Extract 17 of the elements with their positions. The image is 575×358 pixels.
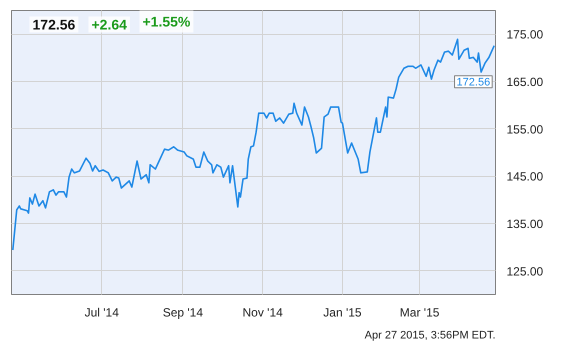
- x-tick-label: Jul '14: [84, 306, 120, 320]
- line-series: [12, 38, 495, 251]
- x-tick-label: Sep '14: [162, 306, 204, 320]
- annotation: 172.56: [32, 16, 76, 32]
- y-tick-label: 135.00: [506, 217, 544, 231]
- y-tick-label: 165.00: [506, 75, 544, 89]
- y-tick-label: 155.00: [506, 122, 544, 136]
- text: Apr 27 2015, 3:56PM EDT.: [364, 330, 496, 342]
- annotation: +2.64: [92, 16, 128, 32]
- y-tick-label: 175.00: [506, 28, 544, 42]
- y-tick-label: 125.00: [506, 264, 544, 278]
- x-tick-label: Nov '14: [242, 306, 284, 320]
- x-tick-label: Jan '15: [323, 306, 362, 320]
- annotation: 172.56: [456, 76, 490, 89]
- x-tick-label: Mar '15: [400, 306, 440, 320]
- y-tick-label: 145.00: [506, 170, 544, 184]
- annotation: +1.55%: [142, 14, 191, 30]
